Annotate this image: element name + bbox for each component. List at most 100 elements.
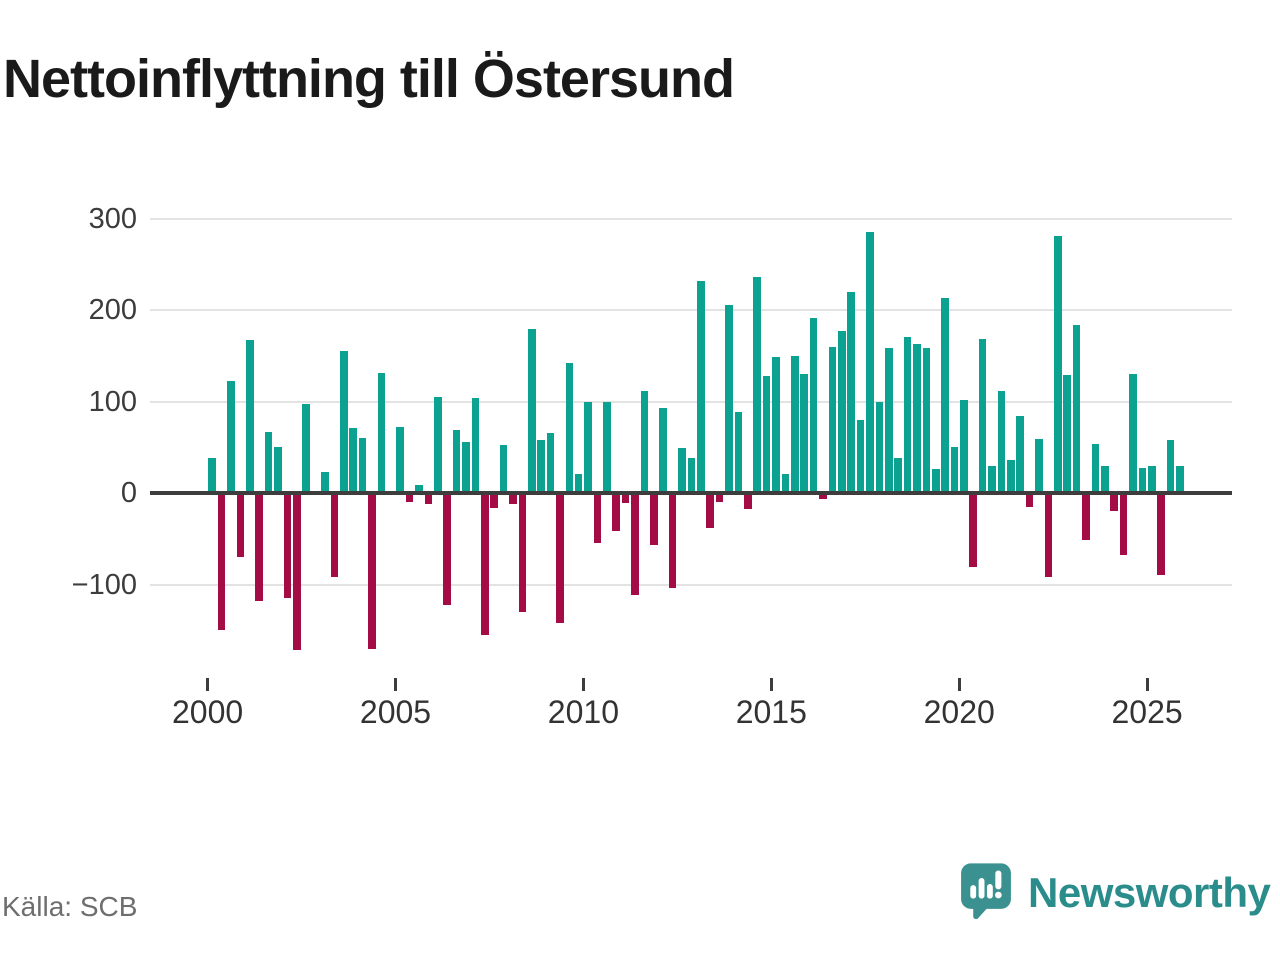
plot-area [150, 190, 1232, 665]
bar-2013-q4 [725, 304, 733, 493]
bar-2018-q1 [884, 348, 893, 493]
page-title: Nettoinflyttning till Östersund [3, 49, 735, 109]
bar-2008-q1 [509, 493, 517, 504]
bar-2018-q2 [894, 458, 902, 493]
bar-2010-q2 [593, 493, 602, 544]
bar-2023-q1 [1072, 324, 1081, 493]
bar-2011-q1 [621, 493, 630, 504]
x-axis-label-2005: 2005 [359, 694, 432, 730]
bar-2020-q1 [960, 399, 968, 493]
bar-2014-q4 [762, 375, 771, 493]
bar-2020-q3 [978, 339, 987, 493]
bar-2002-q2 [293, 493, 301, 651]
y-axis-label-0: 0 [120, 477, 137, 509]
bar-2024-q3 [1129, 374, 1137, 493]
bar-2003-q4 [349, 428, 358, 493]
bar-2006-q1 [433, 396, 442, 493]
bar-2003-q2 [330, 493, 339, 578]
bar-2025-q3 [1166, 439, 1175, 493]
bar-2021-q4 [1025, 493, 1034, 507]
bar-2025-q2 [1157, 493, 1165, 576]
bar-2009-q3 [565, 363, 574, 493]
bar-2000-q2 [217, 493, 226, 631]
bar-2005-q2 [405, 493, 414, 503]
newsworthy-bubble-chart-icon [960, 862, 1012, 924]
bar-2025-q4 [1176, 465, 1184, 493]
bar-2003-q1 [321, 471, 329, 493]
gridline-100 [150, 400, 1232, 403]
bar-2013-q1 [697, 280, 705, 493]
bar-2021-q2 [1007, 460, 1015, 493]
bar-2017-q4 [875, 401, 884, 493]
x-tick-2015 [769, 678, 773, 691]
newsworthy-logo[interactable]: Newsworthy [960, 862, 1276, 924]
bar-2023-q4 [1101, 465, 1109, 493]
x-tick-2025 [1145, 678, 1149, 691]
bar-2021-q3 [1016, 416, 1025, 493]
bar-2006-q4 [462, 441, 470, 493]
x-axis-label-2000: 2000 [172, 694, 244, 730]
bar-2016-q4 [837, 331, 846, 493]
bar-2004-q2 [368, 493, 376, 649]
bar-2019-q2 [931, 469, 940, 493]
bar-2012-q3 [678, 448, 686, 493]
x-axis-label-2010: 2010 [547, 694, 619, 730]
gridline-200 [150, 309, 1232, 311]
bar-2002-q3 [302, 404, 311, 493]
y-axis-label-200: 200 [88, 294, 137, 326]
bar-2000-q4 [236, 493, 245, 558]
bar-2017-q3 [866, 232, 874, 493]
x-axis-label-2020: 2020 [923, 694, 995, 730]
bar-2022-q4 [1063, 374, 1072, 493]
bar-2010-q1 [584, 401, 592, 493]
bar-2000-q3 [227, 381, 235, 493]
bar-2019-q4 [950, 447, 959, 493]
bar-2016-q3 [828, 346, 837, 493]
bar-2011-q4 [650, 493, 658, 546]
bar-2015-q3 [790, 355, 799, 493]
bar-2010-q4 [612, 493, 621, 532]
bar-2002-q1 [283, 493, 292, 599]
bar-2007-q1 [471, 397, 480, 493]
y-axis-label--100: −100 [71, 568, 137, 601]
bar-2020-q4 [988, 466, 996, 493]
bar-2022-q2 [1044, 493, 1053, 578]
bar-2019-q1 [922, 347, 931, 493]
bar-chart: 300 200 100 0 −100 2000 2005 2010 2015 2020 2025 [0, 190, 1280, 750]
bar-2016-q2 [819, 493, 827, 500]
bar-2004-q1 [358, 438, 367, 493]
bar-2018-q4 [913, 343, 921, 493]
bar-2006-q2 [443, 493, 451, 605]
bar-2006-q3 [452, 429, 461, 493]
bar-2001-q3 [264, 431, 273, 493]
bar-2008-q2 [518, 493, 527, 612]
bar-2025-q1 [1147, 466, 1156, 493]
bar-2022-q1 [1035, 439, 1043, 493]
bar-2000-q1 [208, 458, 217, 493]
bar-2017-q2 [856, 419, 865, 493]
bar-2011-q2 [631, 493, 639, 596]
newsworthy-wordmark: Newsworthy [1028, 869, 1271, 916]
bar-2017-q1 [847, 291, 855, 493]
x-tick-2010 [581, 678, 585, 691]
bar-2024-q4 [1138, 468, 1147, 493]
x-axis-label-2025: 2025 [1111, 694, 1183, 730]
bar-2005-q3 [415, 484, 423, 493]
bar-2005-q1 [396, 427, 404, 493]
x-tick-2005 [394, 678, 397, 691]
bar-2008-q4 [537, 439, 545, 493]
bar-2003-q3 [340, 351, 348, 493]
bar-2018-q3 [903, 337, 912, 493]
bar-2011-q3 [640, 390, 649, 493]
bar-2009-q1 [546, 432, 555, 493]
x-tick-2020 [957, 678, 961, 691]
gridline-300 [150, 217, 1232, 220]
bar-2012-q2 [668, 493, 677, 589]
bar-2014-q2 [744, 493, 752, 510]
bar-2005-q4 [424, 493, 433, 504]
bar-2020-q2 [969, 493, 978, 568]
y-axis-label-100: 100 [88, 385, 137, 418]
bar-2016-q1 [809, 318, 818, 493]
bar-2013-q2 [706, 493, 715, 528]
bar-2009-q4 [574, 473, 583, 493]
